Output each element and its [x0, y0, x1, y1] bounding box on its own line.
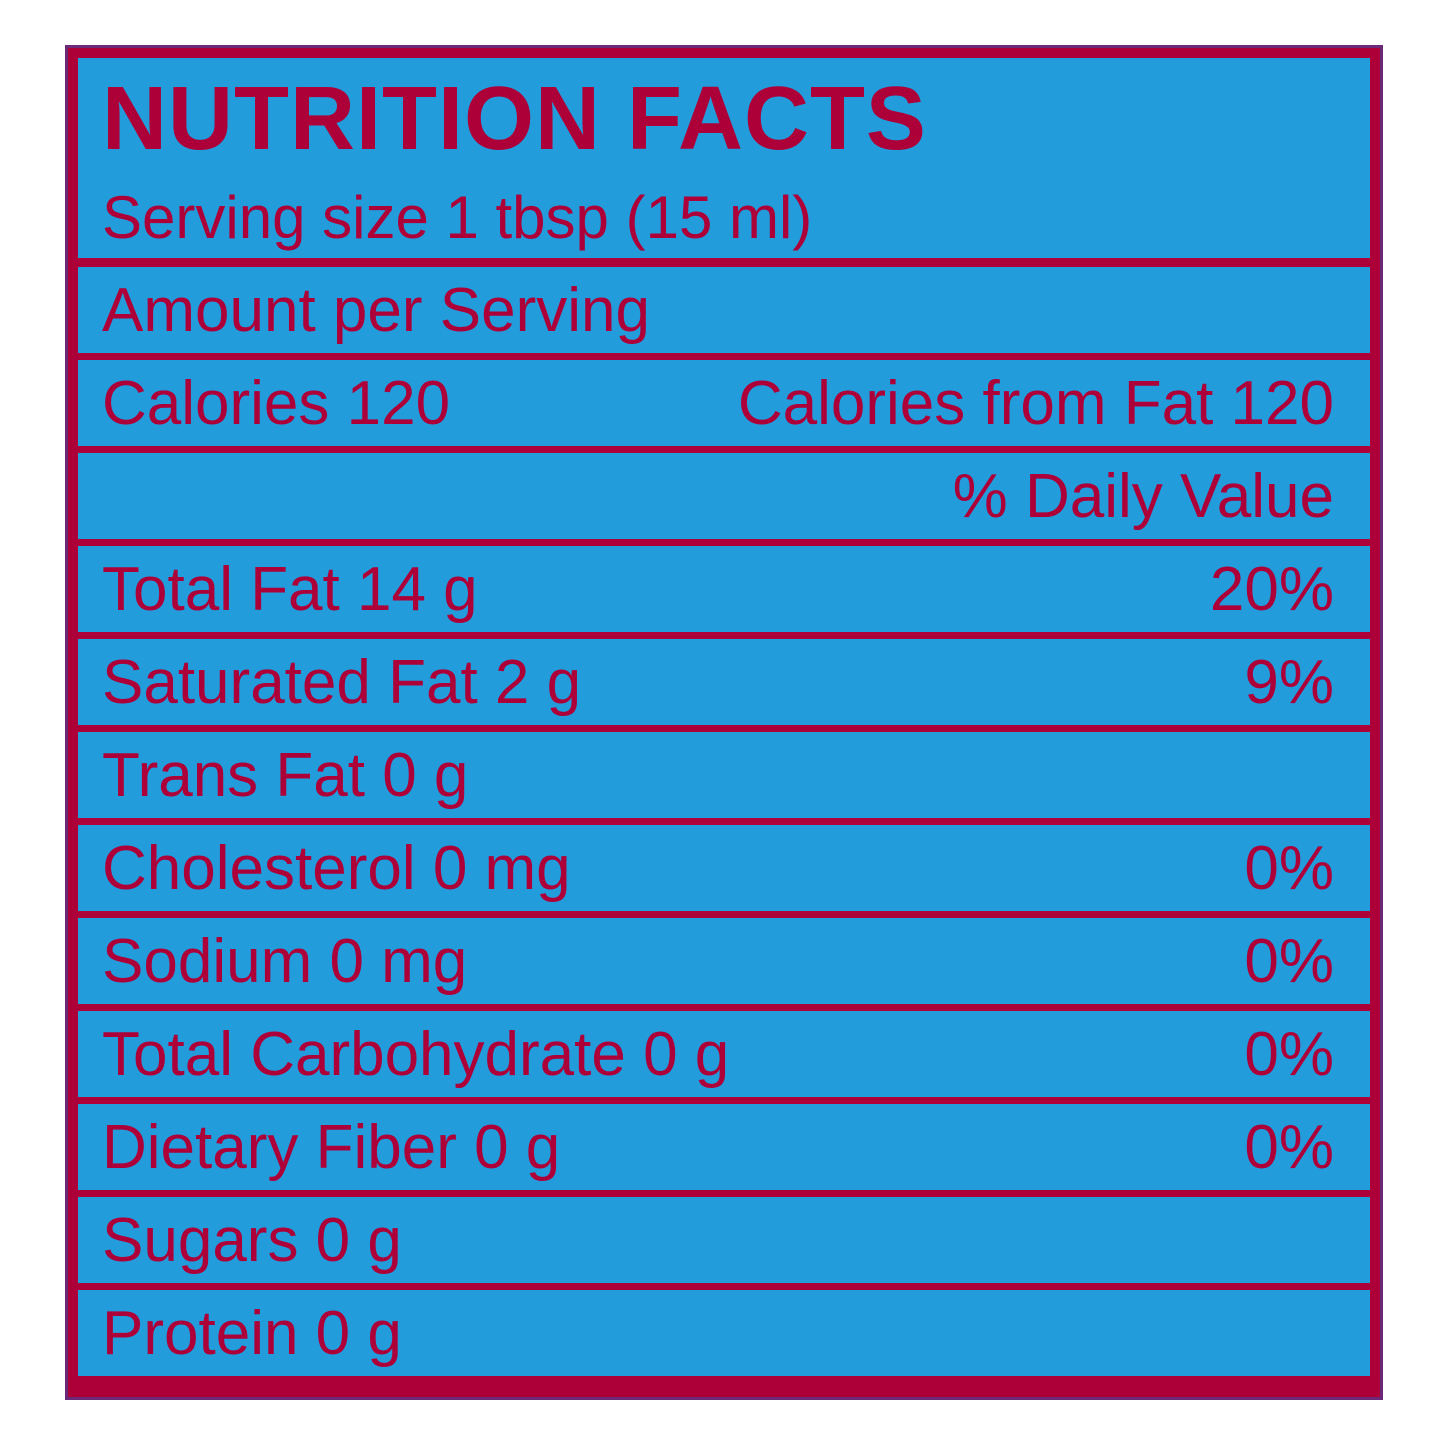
nutrient-name: Cholesterol 0 mg: [102, 833, 571, 903]
calories-row: Calories 120 Calories from Fat 120: [78, 360, 1370, 446]
nutrient-row-cholesterol: Cholesterol 0 mg 0%: [78, 825, 1370, 911]
nutrient-row-saturated-fat: Saturated Fat 2 g 9%: [78, 639, 1370, 725]
nutrient-daily-value: 20%: [1209, 554, 1334, 624]
nutrient-name: Sugars 0 g: [102, 1205, 402, 1275]
nutrient-daily-value: 0%: [1244, 926, 1334, 996]
nutrient-row-protein: Protein 0 g: [78, 1290, 1370, 1376]
nutrient-name: Sodium 0 mg: [102, 926, 468, 996]
nutrient-row-trans-fat: Trans Fat 0 g: [78, 732, 1370, 818]
nutrient-daily-value: 0%: [1244, 1112, 1334, 1182]
nutrient-daily-value: 9%: [1244, 647, 1334, 717]
label-header: NUTRITION FACTS Serving size 1 tbsp (15 …: [78, 58, 1370, 258]
label-title: NUTRITION FACTS: [102, 69, 927, 169]
nutrient-name: Total Carbohydrate 0 g: [102, 1019, 730, 1089]
nutrient-daily-value: 0%: [1244, 1019, 1334, 1089]
amount-per-serving: Amount per Serving: [102, 275, 650, 345]
daily-value-header: % Daily Value: [952, 461, 1334, 531]
amount-per-serving-row: Amount per Serving: [78, 267, 1370, 353]
nutrient-name: Dietary Fiber 0 g: [102, 1112, 561, 1182]
nutrient-row-sodium: Sodium 0 mg 0%: [78, 918, 1370, 1004]
nutrient-name: Saturated Fat 2 g: [102, 647, 582, 717]
nutrient-row-total-carbohydrate: Total Carbohydrate 0 g 0%: [78, 1011, 1370, 1097]
serving-size: Serving size 1 tbsp (15 ml): [102, 184, 813, 251]
nutrition-label: NUTRITION FACTS Serving size 1 tbsp (15 …: [65, 45, 1383, 1400]
nutrient-name: Trans Fat 0 g: [102, 740, 469, 810]
nutrient-row-dietary-fiber: Dietary Fiber 0 g 0%: [78, 1104, 1370, 1190]
nutrient-daily-value: 0%: [1244, 833, 1334, 903]
calories-from-fat: Calories from Fat 120: [737, 368, 1334, 438]
nutrient-name: Total Fat 14 g: [102, 554, 478, 624]
nutrient-row-total-fat: Total Fat 14 g 20%: [78, 546, 1370, 632]
nutrient-row-sugars: Sugars 0 g: [78, 1197, 1370, 1283]
calories: Calories 120: [102, 368, 451, 438]
nutrition-label-body: NUTRITION FACTS Serving size 1 tbsp (15 …: [78, 58, 1370, 1387]
nutrient-name: Protein 0 g: [102, 1298, 402, 1368]
daily-value-header-row: % Daily Value: [78, 453, 1370, 539]
